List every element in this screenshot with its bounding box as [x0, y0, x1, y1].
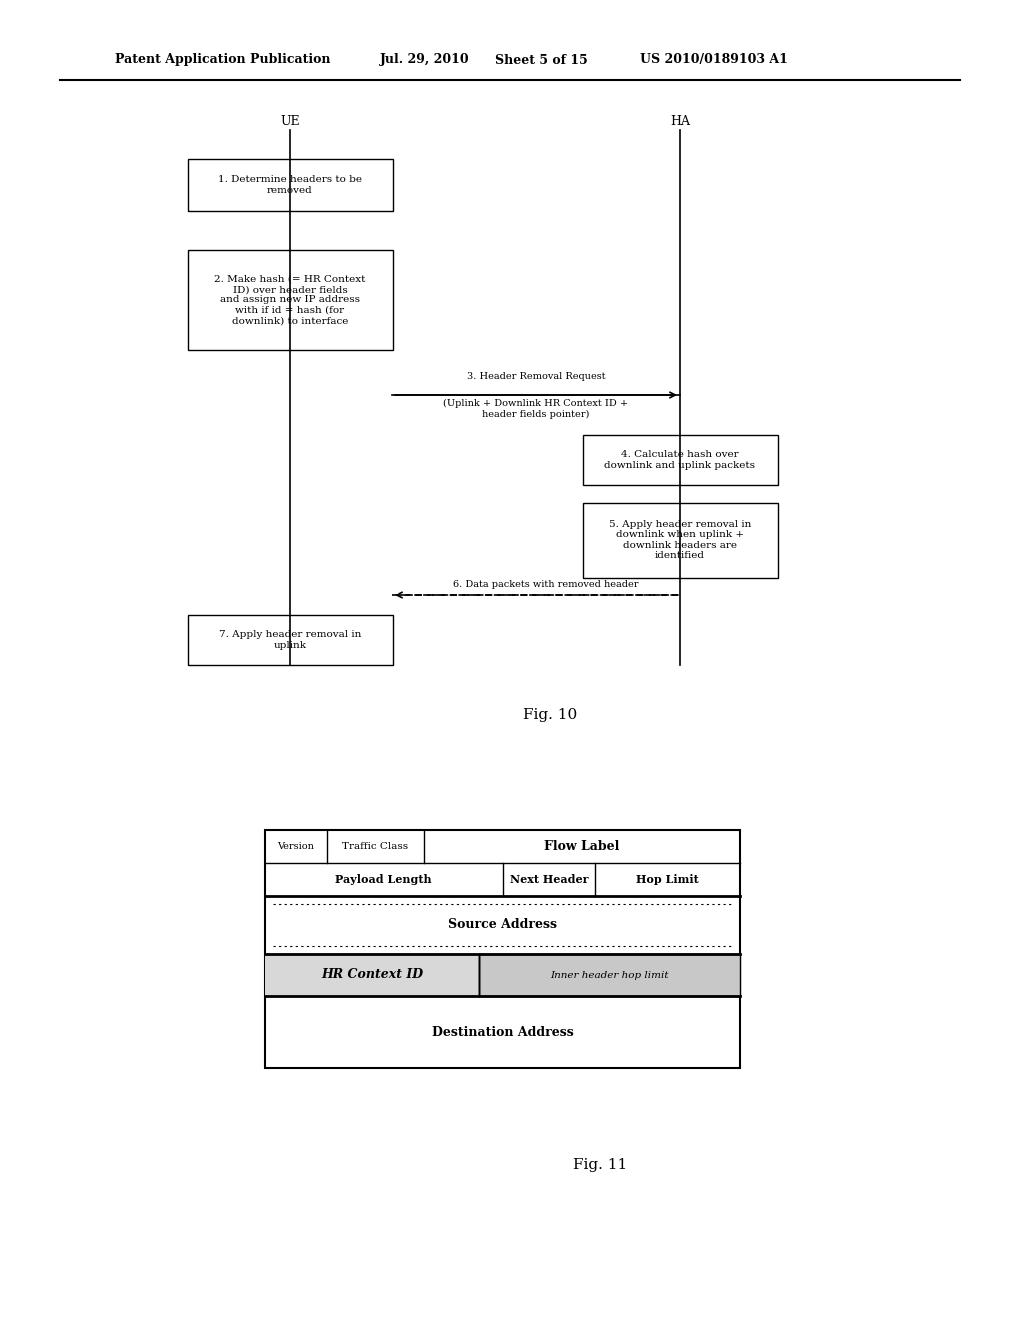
Text: HA: HA — [670, 115, 690, 128]
Text: 1. Determine headers to be
removed: 1. Determine headers to be removed — [218, 176, 362, 195]
Text: UE: UE — [281, 115, 300, 128]
Text: HR Context ID: HR Context ID — [321, 969, 423, 982]
Bar — [265, 830, 740, 1068]
Text: Hop Limit: Hop Limit — [636, 874, 699, 884]
Text: 7. Apply header removal in
uplink: 7. Apply header removal in uplink — [219, 630, 361, 649]
Text: 4. Calculate hash over
downlink and uplink packets: 4. Calculate hash over downlink and upli… — [604, 450, 756, 470]
Bar — [187, 615, 392, 665]
Text: 2. Make hash (= HR Context
ID) over header fields
and assign new IP address
with: 2. Make hash (= HR Context ID) over head… — [214, 275, 366, 325]
Bar — [583, 436, 777, 484]
Text: 3. Header Removal Request: 3. Header Removal Request — [467, 372, 605, 381]
Text: Payload Length: Payload Length — [336, 874, 432, 884]
Text: Fig. 10: Fig. 10 — [523, 708, 578, 722]
Text: Sheet 5 of 15: Sheet 5 of 15 — [495, 54, 588, 66]
Text: 5. Apply header removal in
downlink when uplink +
downlink headers are
identifie: 5. Apply header removal in downlink when… — [609, 520, 752, 560]
Text: Next Header: Next Header — [510, 874, 588, 884]
Text: US 2010/0189103 A1: US 2010/0189103 A1 — [640, 54, 787, 66]
Text: Jul. 29, 2010: Jul. 29, 2010 — [380, 54, 470, 66]
Bar — [583, 503, 777, 578]
Bar — [187, 249, 392, 350]
Text: Source Address: Source Address — [449, 919, 557, 932]
Text: Fig. 11: Fig. 11 — [572, 1158, 627, 1172]
Text: Inner header hop limit: Inner header hop limit — [550, 970, 669, 979]
Bar — [479, 954, 740, 997]
Text: 6. Data packets with removed header: 6. Data packets with removed header — [454, 579, 639, 589]
Text: Destination Address: Destination Address — [432, 1026, 573, 1039]
Bar — [265, 954, 479, 997]
Text: Version: Version — [278, 842, 314, 851]
Text: (Uplink + Downlink HR Context ID +
header fields pointer): (Uplink + Downlink HR Context ID + heade… — [443, 399, 629, 418]
Text: Flow Label: Flow Label — [545, 840, 620, 853]
Bar — [187, 158, 392, 211]
Text: Patent Application Publication: Patent Application Publication — [115, 54, 331, 66]
Text: Traffic Class: Traffic Class — [342, 842, 409, 851]
